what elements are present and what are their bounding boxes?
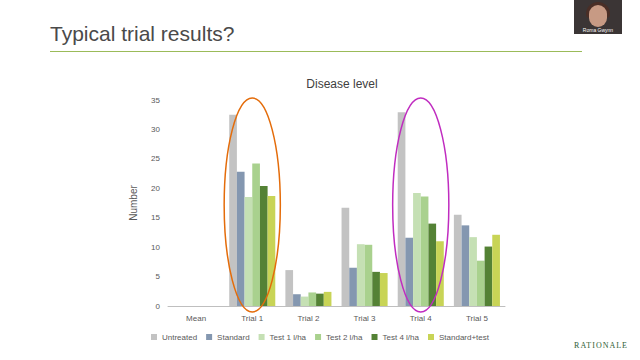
svg-text:Test 2 l/ha: Test 2 l/ha [326,333,363,342]
svg-text:Mean: Mean [186,314,206,323]
svg-text:Trial 5: Trial 5 [466,314,488,323]
html-text:Typical trial results?: Typical trial results? [50,22,235,45]
svg-text:Trial 4: Trial 4 [410,314,432,323]
svg-text:Trial 2: Trial 2 [297,314,319,323]
svg-text:Number: Number [128,185,139,221]
svg-text:Standard: Standard [217,333,249,342]
svg-text:Untreated: Untreated [162,333,197,342]
svg-text:Standard+test: Standard+test [439,333,490,342]
svg-text:5: 5 [156,272,161,281]
html-text:RATIONALE: RATIONALE [574,341,628,350]
svg-text:Trial 3: Trial 3 [354,314,376,323]
svg-text:15: 15 [151,213,160,222]
svg-text:Test 4 l/ha: Test 4 l/ha [383,333,420,342]
svg-text:10: 10 [151,243,160,252]
svg-text:30: 30 [151,125,160,134]
svg-text:Test 1 l/ha: Test 1 l/ha [270,333,307,342]
svg-text:0: 0 [156,302,161,311]
svg-text:Trial 1: Trial 1 [241,314,263,323]
svg-text:25: 25 [151,154,160,163]
svg-text:20: 20 [151,184,160,193]
html-text:Roma Gwynn: Roma Gwynn [582,27,614,33]
svg-text:Disease level: Disease level [306,77,377,91]
svg-text:35: 35 [151,96,160,105]
